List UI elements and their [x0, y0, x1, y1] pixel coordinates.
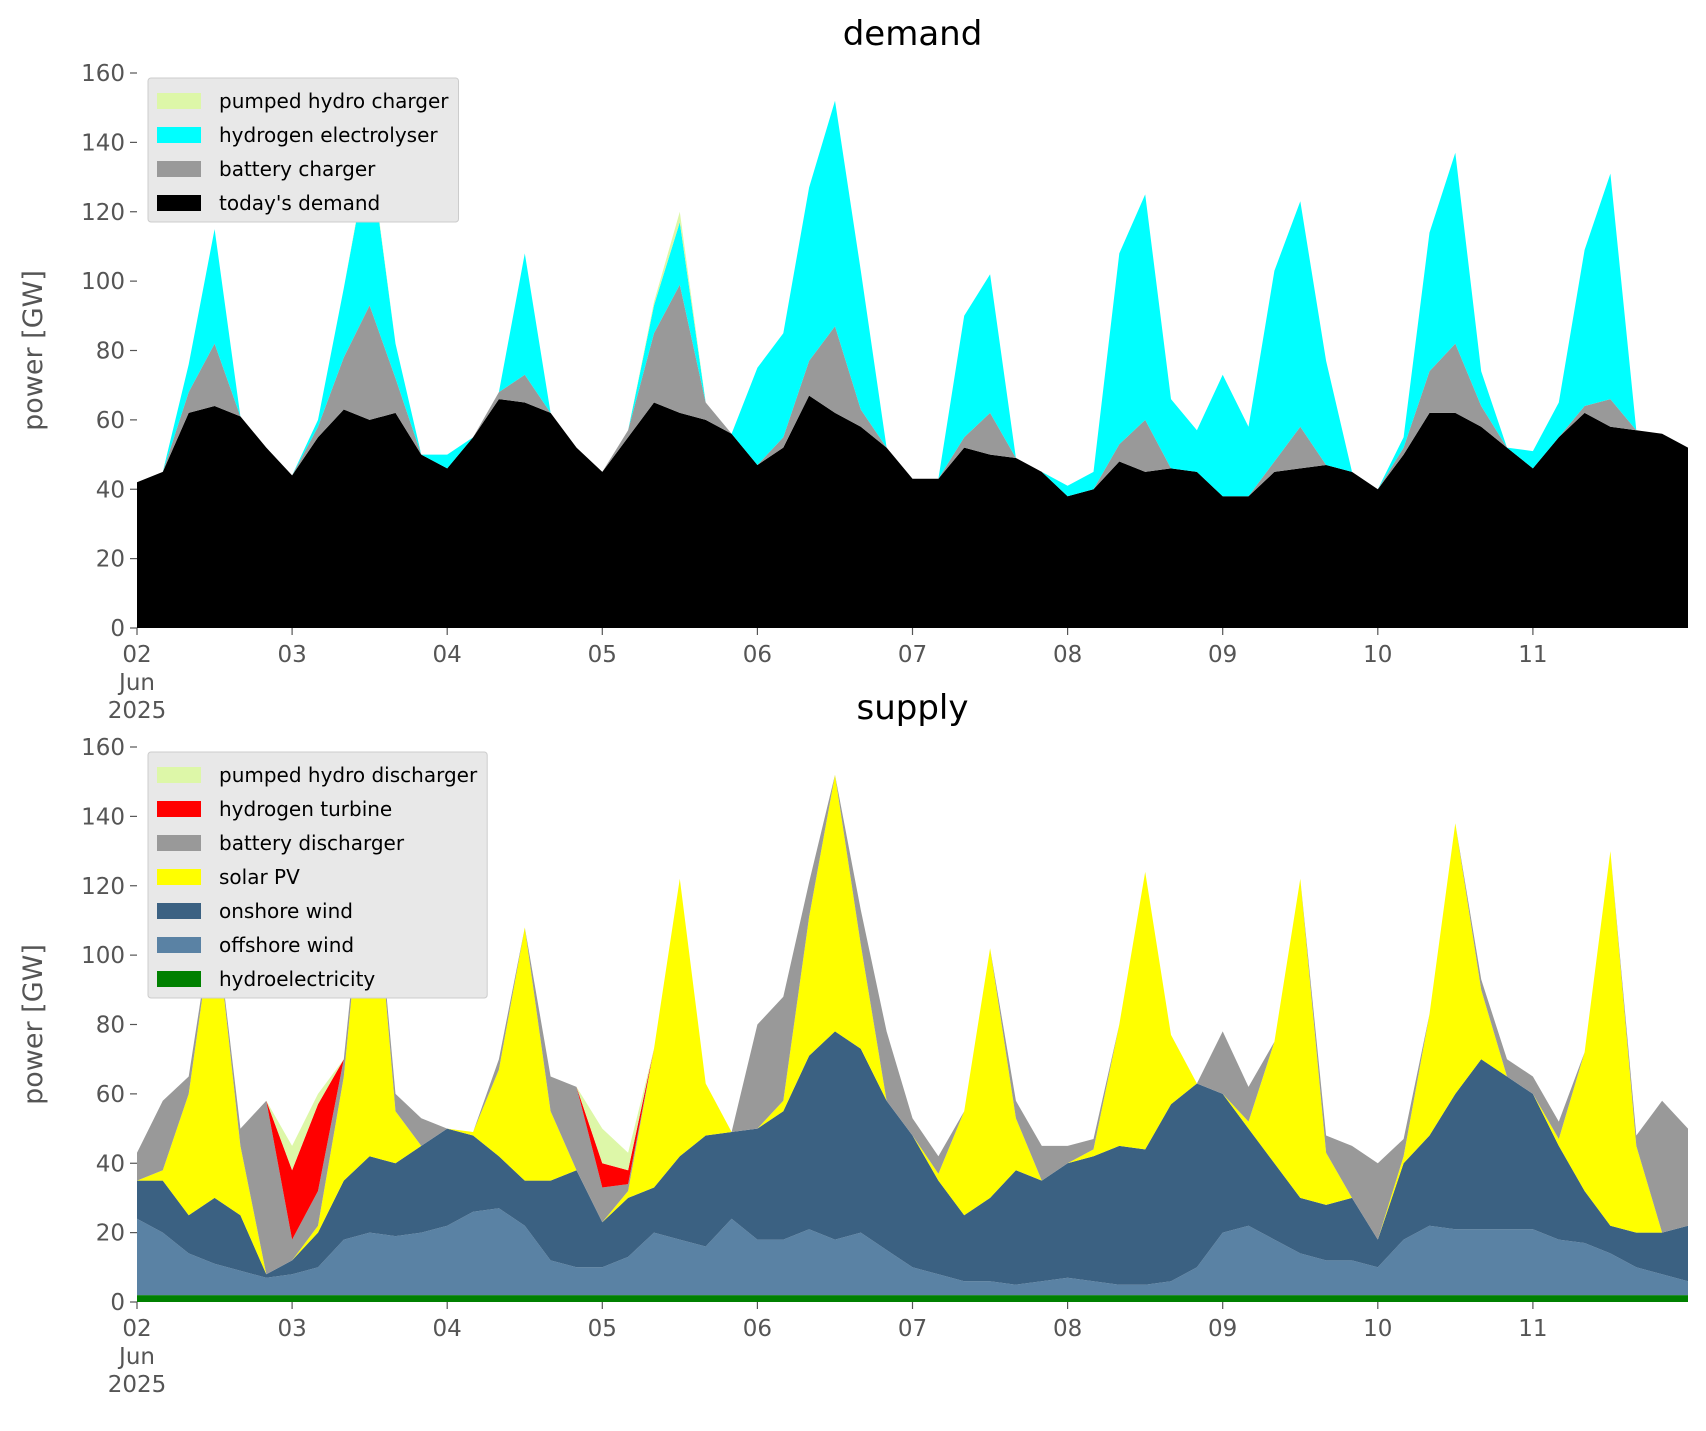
legend-label: pumped hydro discharger [219, 763, 478, 787]
legend-label: hydroelectricity [219, 967, 375, 991]
y-tick-label: 160 [81, 735, 125, 761]
x-tick-label: 02 Jun 2025 [108, 642, 167, 724]
legend-swatch [157, 835, 201, 851]
legend-label: offshore wind [219, 933, 354, 957]
legend: pumped hydro charger hydrogen electrolyse… [147, 77, 460, 223]
y-tick-label: 160 [81, 61, 125, 87]
chart-title: demand [843, 14, 983, 54]
legend-swatch [157, 869, 201, 885]
y-tick-label: 120 [81, 200, 125, 226]
y-axis-label: power [GW] [18, 270, 49, 431]
y-tick-label: 80 [96, 339, 125, 365]
legend-label: hydrogen turbine [219, 797, 392, 821]
area-3 [137, 774, 1688, 1275]
x-tick-label: 02 Jun 2025 [108, 1316, 167, 1398]
legend-label: hydrogen electrolyser [219, 123, 438, 147]
y-tick-label: 40 [96, 477, 125, 503]
x-tick-label: 05 [588, 642, 617, 668]
legend-box [147, 77, 460, 223]
y-tick-label: 100 [81, 269, 125, 295]
y-tick-label: 140 [81, 804, 125, 830]
area-0 [137, 395, 1688, 628]
area-0 [137, 1295, 1688, 1302]
x-tick-label: 10 [1363, 642, 1392, 668]
x-tick-label: 11 [1518, 642, 1547, 668]
legend-swatch [157, 767, 201, 783]
legend-label: solar PV [219, 865, 300, 889]
legend-label: today's demand [219, 191, 380, 215]
y-tick-label: 140 [81, 130, 125, 156]
legend-swatch [157, 161, 201, 177]
area-5 [137, 774, 1688, 1240]
y-tick-label: 0 [110, 1290, 125, 1316]
y-tick-label: 80 [96, 1013, 125, 1039]
legend-swatch [157, 127, 201, 143]
x-tick-label: 11 [1518, 1316, 1547, 1342]
area-1 [137, 284, 1688, 497]
x-tick-label: 04 [433, 1316, 462, 1342]
legend-label: pumped hydro charger [219, 89, 449, 113]
x-tick-label: 08 [1053, 642, 1082, 668]
legend-box [147, 751, 488, 999]
legend-swatch [157, 93, 201, 109]
y-tick-label: 20 [96, 547, 125, 573]
x-tick-label: 10 [1363, 1316, 1392, 1342]
y-tick-label: 60 [96, 408, 125, 434]
area-2 [137, 1031, 1688, 1285]
x-tick-label: 04 [433, 642, 462, 668]
y-tick-label: 60 [96, 1082, 125, 1108]
legend-label: onshore wind [219, 899, 353, 923]
area-1 [137, 1208, 1688, 1296]
x-tick-label: 05 [588, 1316, 617, 1342]
legend-swatch [157, 195, 201, 211]
legend: pumped hydro discharger hydrogen turbine b… [147, 751, 488, 999]
y-axis-label: power [GW] [18, 944, 49, 1105]
y-tick-label: 0 [110, 616, 125, 642]
x-tick-label: 03 [277, 1316, 306, 1342]
y-tick-label: 20 [96, 1221, 125, 1247]
legend-swatch [157, 937, 201, 953]
x-tick-label: 03 [277, 642, 306, 668]
legend-swatch [157, 971, 201, 987]
x-tick-label: 06 [743, 1316, 772, 1342]
y-tick-label: 120 [81, 874, 125, 900]
x-tick-label: 06 [743, 642, 772, 668]
legend-swatch [157, 801, 201, 817]
legend-label: battery charger [219, 157, 376, 181]
x-tick-label: 07 [898, 642, 927, 668]
y-tick-label: 40 [96, 1151, 125, 1177]
area-2 [137, 100, 1688, 497]
x-tick-label: 09 [1208, 642, 1237, 668]
x-tick-label: 07 [898, 1316, 927, 1342]
x-tick-label: 09 [1208, 1316, 1237, 1342]
chart-title: supply [857, 688, 969, 728]
legend-label: battery discharger [219, 831, 405, 855]
y-tick-label: 100 [81, 943, 125, 969]
legend-swatch [157, 903, 201, 919]
x-tick-label: 08 [1053, 1316, 1082, 1342]
